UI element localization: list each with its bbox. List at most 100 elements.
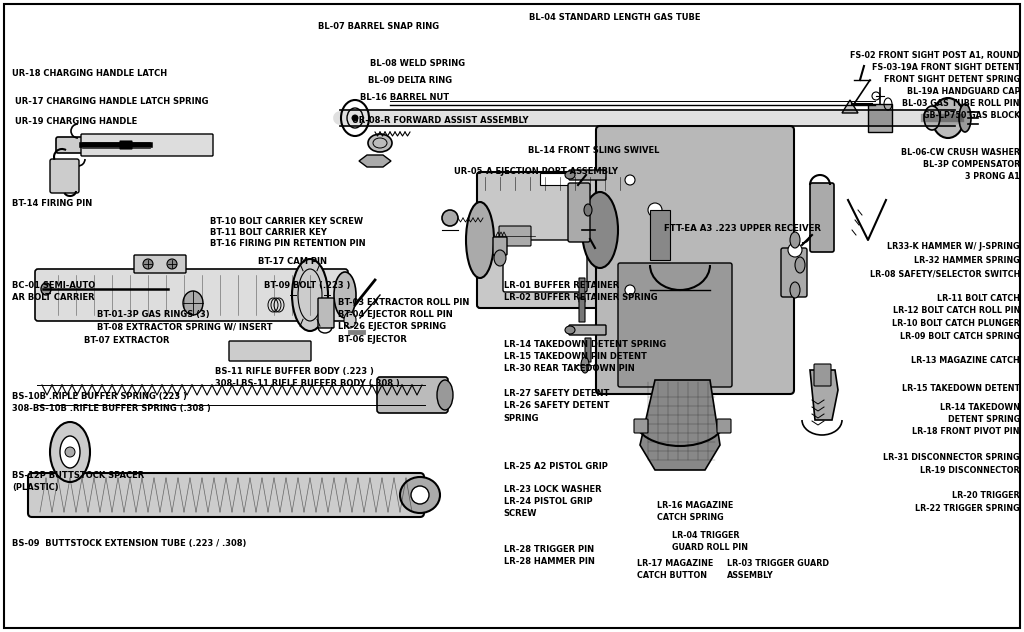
Ellipse shape	[167, 259, 177, 269]
Ellipse shape	[959, 104, 971, 132]
Ellipse shape	[932, 98, 964, 138]
Text: LR-10 BOLT CATCH PLUNGER: LR-10 BOLT CATCH PLUNGER	[892, 319, 1020, 328]
FancyBboxPatch shape	[585, 338, 591, 362]
Text: BT-06 EJECTOR: BT-06 EJECTOR	[338, 335, 407, 344]
Ellipse shape	[368, 134, 392, 152]
Text: BT-07 EXTRACTOR: BT-07 EXTRACTOR	[84, 336, 169, 344]
Text: CATCH BUTTON: CATCH BUTTON	[637, 571, 707, 580]
FancyBboxPatch shape	[781, 248, 807, 297]
Ellipse shape	[334, 272, 356, 318]
FancyBboxPatch shape	[477, 172, 648, 308]
Text: BT-14 FIRING PIN: BT-14 FIRING PIN	[12, 199, 92, 208]
FancyBboxPatch shape	[569, 170, 606, 180]
Ellipse shape	[795, 257, 805, 273]
Text: BT-17 CAM PIN: BT-17 CAM PIN	[258, 257, 327, 266]
Text: LR-27 SAFETY DETENT: LR-27 SAFETY DETENT	[504, 389, 609, 398]
Ellipse shape	[400, 477, 440, 513]
Text: 308-BS-10B .RIFLE BUFFER SPRING (.308 ): 308-BS-10B .RIFLE BUFFER SPRING (.308 )	[12, 404, 211, 413]
Text: LR-32 HAMMER SPRING: LR-32 HAMMER SPRING	[914, 256, 1020, 265]
Text: BT-09 BOLT (.223 ): BT-09 BOLT (.223 )	[264, 281, 350, 290]
Text: UR-19 CHARGING HANDLE: UR-19 CHARGING HANDLE	[15, 117, 137, 126]
Text: LR-12 BOLT CATCH ROLL PIN: LR-12 BOLT CATCH ROLL PIN	[893, 307, 1020, 315]
Text: FS-02 FRONT SIGHT POST A1, ROUND: FS-02 FRONT SIGHT POST A1, ROUND	[850, 51, 1020, 60]
Text: LR-14 TAKEDOWN: LR-14 TAKEDOWN	[940, 403, 1020, 412]
Text: BT-04 EJECTOR ROLL PIN: BT-04 EJECTOR ROLL PIN	[338, 310, 453, 319]
Text: FTT-EA A3 .223 UPPER RECEIVER: FTT-EA A3 .223 UPPER RECEIVER	[664, 224, 820, 233]
Ellipse shape	[788, 243, 802, 257]
FancyBboxPatch shape	[377, 377, 449, 413]
Text: CATCH SPRING: CATCH SPRING	[657, 513, 724, 522]
Text: BS-09  BUTTSTOCK EXTENSION TUBE (.223 / .308): BS-09 BUTTSTOCK EXTENSION TUBE (.223 / .…	[12, 539, 247, 548]
FancyBboxPatch shape	[50, 159, 79, 193]
Text: UR-17 CHARGING HANDLE LATCH SPRING: UR-17 CHARGING HANDLE LATCH SPRING	[15, 97, 209, 106]
Text: LR-24 PISTOL GRIP: LR-24 PISTOL GRIP	[504, 497, 593, 506]
Polygon shape	[810, 370, 838, 420]
Ellipse shape	[442, 210, 458, 226]
FancyBboxPatch shape	[814, 364, 831, 386]
Text: GUARD ROLL PIN: GUARD ROLL PIN	[672, 543, 748, 552]
Text: FRONT SIGHT DETENT SPRING: FRONT SIGHT DETENT SPRING	[884, 75, 1020, 84]
Ellipse shape	[352, 115, 358, 121]
Text: ASSEMBLY: ASSEMBLY	[727, 571, 774, 580]
Text: LR-09 BOLT CATCH SPRING: LR-09 BOLT CATCH SPRING	[900, 332, 1020, 341]
Text: (PLASTIC): (PLASTIC)	[12, 483, 59, 492]
Ellipse shape	[411, 486, 429, 504]
Text: SCREW: SCREW	[504, 509, 538, 518]
Text: BL-07 BARREL SNAP RING: BL-07 BARREL SNAP RING	[318, 22, 439, 31]
Text: LR-15 TAKEDOWN DETENT: LR-15 TAKEDOWN DETENT	[902, 384, 1020, 392]
FancyBboxPatch shape	[229, 341, 311, 361]
Text: BL-14 FRONT SLING SWIVEL: BL-14 FRONT SLING SWIVEL	[528, 146, 659, 155]
Text: LR-25 A2 PISTOL GRIP: LR-25 A2 PISTOL GRIP	[504, 462, 607, 471]
FancyBboxPatch shape	[493, 237, 507, 255]
Ellipse shape	[625, 285, 635, 295]
FancyBboxPatch shape	[618, 263, 732, 387]
Text: LR-11 BOLT CATCH: LR-11 BOLT CATCH	[937, 294, 1020, 303]
FancyBboxPatch shape	[134, 255, 186, 273]
Text: SPRING: SPRING	[504, 414, 540, 423]
Text: BT-03 EXTRACTOR ROLL PIN: BT-03 EXTRACTOR ROLL PIN	[338, 298, 469, 307]
Text: FS-03-19A FRONT SIGHT DETENT: FS-03-19A FRONT SIGHT DETENT	[871, 63, 1020, 72]
Text: LR-14 TAKEDOWN DETENT SPRING: LR-14 TAKEDOWN DETENT SPRING	[504, 340, 666, 349]
Text: BS-11 RIFLE BUFFER BODY (.223 ): BS-11 RIFLE BUFFER BODY (.223 )	[215, 367, 374, 376]
Text: BT-16 FIRING PIN RETENTION PIN: BT-16 FIRING PIN RETENTION PIN	[210, 240, 366, 248]
Text: LR-28 TRIGGER PIN: LR-28 TRIGGER PIN	[504, 545, 594, 554]
Text: BT-08 EXTRACTOR SPRING W/ INSERT: BT-08 EXTRACTOR SPRING W/ INSERT	[97, 322, 272, 331]
Text: 3 PRONG A1: 3 PRONG A1	[966, 173, 1020, 181]
Ellipse shape	[41, 283, 51, 295]
Text: UR-18 CHARGING HANDLE LATCH: UR-18 CHARGING HANDLE LATCH	[12, 70, 167, 78]
FancyBboxPatch shape	[28, 473, 424, 517]
FancyBboxPatch shape	[540, 173, 580, 185]
Text: LR-15 TAKEDOWN PIN DETENT: LR-15 TAKEDOWN PIN DETENT	[504, 352, 647, 361]
Text: BL-08 WELD SPRING: BL-08 WELD SPRING	[371, 59, 465, 68]
FancyBboxPatch shape	[318, 298, 334, 328]
FancyBboxPatch shape	[650, 210, 670, 260]
Ellipse shape	[60, 436, 80, 468]
FancyBboxPatch shape	[81, 134, 213, 156]
Text: BT-11 BOLT CARRIER KEY: BT-11 BOLT CARRIER KEY	[210, 228, 327, 237]
Text: LR-28 HAMMER PIN: LR-28 HAMMER PIN	[504, 557, 595, 566]
Text: LR-22 TRIGGER SPRING: LR-22 TRIGGER SPRING	[915, 504, 1020, 513]
FancyBboxPatch shape	[120, 141, 132, 149]
Ellipse shape	[582, 192, 618, 268]
FancyBboxPatch shape	[579, 298, 585, 322]
Ellipse shape	[292, 259, 328, 331]
FancyBboxPatch shape	[868, 104, 892, 132]
FancyBboxPatch shape	[56, 137, 84, 153]
Text: BT-10 BOLT CARRIER KEY SCREW: BT-10 BOLT CARRIER KEY SCREW	[210, 217, 364, 226]
Text: BC-01 SEMI-AUTO: BC-01 SEMI-AUTO	[12, 281, 95, 290]
Text: BS-10B .RIFLE BUFFER SPRING (223 ): BS-10B .RIFLE BUFFER SPRING (223 )	[12, 392, 187, 401]
Text: LR-18 FRONT PIVOT PIN: LR-18 FRONT PIVOT PIN	[912, 427, 1020, 436]
Text: LR-17 MAGAZINE: LR-17 MAGAZINE	[637, 559, 713, 568]
Text: UR-05-A EJECTION PORT ASSEMBLY: UR-05-A EJECTION PORT ASSEMBLY	[454, 167, 617, 176]
Text: BT-01-3P GAS RINGS (3): BT-01-3P GAS RINGS (3)	[97, 310, 210, 319]
Ellipse shape	[625, 175, 635, 185]
FancyBboxPatch shape	[634, 419, 648, 433]
Text: BL-16 BARREL NUT: BL-16 BARREL NUT	[359, 94, 450, 102]
Text: LR-13 MAGAZINE CATCH: LR-13 MAGAZINE CATCH	[911, 356, 1020, 365]
Text: DETENT SPRING: DETENT SPRING	[947, 415, 1020, 424]
FancyBboxPatch shape	[579, 278, 585, 302]
Ellipse shape	[50, 422, 90, 482]
Text: BL-06-CW CRUSH WASHER: BL-06-CW CRUSH WASHER	[901, 149, 1020, 157]
Text: LR-23 LOCK WASHER: LR-23 LOCK WASHER	[504, 485, 601, 494]
Ellipse shape	[584, 204, 592, 216]
